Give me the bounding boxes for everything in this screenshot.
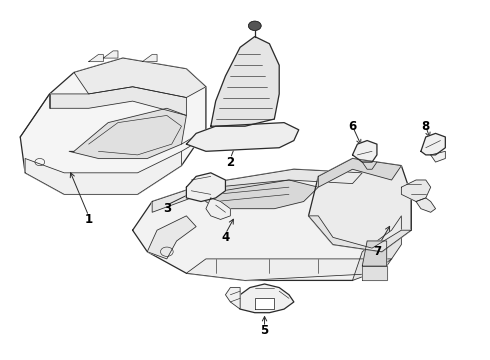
Circle shape [248,21,261,31]
Polygon shape [421,134,445,155]
Text: 7: 7 [373,245,381,258]
Polygon shape [318,158,401,187]
Text: 4: 4 [221,231,230,244]
Text: 8: 8 [422,120,430,133]
Polygon shape [352,216,401,280]
Polygon shape [25,151,181,194]
Polygon shape [69,108,186,158]
Polygon shape [362,241,387,266]
Polygon shape [103,51,118,58]
Polygon shape [309,216,411,252]
Text: 1: 1 [85,213,93,226]
Polygon shape [143,54,157,62]
Polygon shape [362,266,387,280]
Polygon shape [147,216,196,259]
Polygon shape [186,123,299,151]
Polygon shape [152,169,362,212]
Text: 5: 5 [260,324,269,337]
Polygon shape [309,158,411,252]
Polygon shape [431,151,445,162]
Polygon shape [20,58,206,194]
Text: 2: 2 [226,156,234,168]
Polygon shape [186,173,225,202]
Polygon shape [211,37,279,126]
Polygon shape [201,180,318,209]
Polygon shape [225,288,240,309]
Polygon shape [240,284,294,313]
Polygon shape [49,87,186,116]
Text: 3: 3 [163,202,171,215]
Polygon shape [186,259,392,280]
Polygon shape [89,54,103,62]
Polygon shape [255,298,274,309]
Polygon shape [206,198,230,220]
Polygon shape [133,169,401,280]
Polygon shape [416,198,436,212]
Polygon shape [74,58,206,98]
Polygon shape [352,140,377,162]
Text: 6: 6 [348,120,357,133]
Polygon shape [401,180,431,202]
